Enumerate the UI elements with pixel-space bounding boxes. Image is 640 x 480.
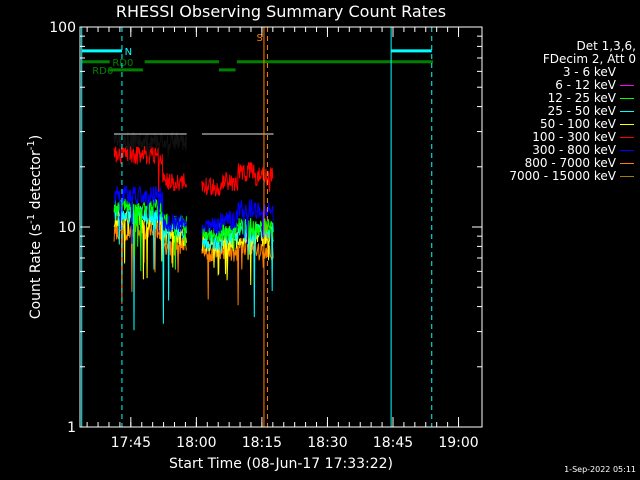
legend-label: 50 - 100 keV	[539, 117, 616, 131]
legend-header-1: Det 1,3,6,	[576, 39, 637, 53]
legend-label: 3 - 6 keV	[562, 65, 616, 79]
legend-swatch	[620, 176, 634, 177]
series-trace-12-25keV	[201, 217, 274, 251]
x-tick-label: 18:00	[176, 435, 216, 451]
y-tick-label: 10	[58, 220, 76, 236]
status-label-S: S	[257, 33, 263, 44]
legend-swatch	[620, 98, 634, 99]
legend-swatch	[620, 137, 634, 138]
legend-swatch	[620, 72, 634, 73]
vline-layer	[81, 27, 433, 427]
legend: Det 1,3,6, FDecim 2, Att 0 3 - 6 keV 6 -…	[488, 40, 636, 183]
y-axis-label: Count Rate (s-1 detector-1)	[26, 135, 44, 319]
legend-label: 100 - 300 keV	[532, 130, 616, 144]
chart-title: RHESSI Observing Summary Count Rates	[116, 2, 446, 21]
x-tick-label: 18:15	[242, 435, 282, 451]
status-label-RD6: RD6	[92, 66, 113, 77]
legend-label: 7000 - 15000 keV	[509, 169, 616, 183]
legend-item: 300 - 800 keV	[488, 144, 636, 157]
legend-item: 800 - 7000 keV	[488, 157, 636, 170]
legend-swatch	[620, 85, 634, 86]
y-tick-label: 1	[67, 420, 76, 436]
y-tick-label: 100	[49, 20, 76, 36]
status-label-N: N	[125, 47, 132, 58]
series-trace-3-6keV	[201, 132, 274, 167]
legend-swatch	[620, 124, 634, 125]
axis-layer: 17:45 18:00 18:15 18:30 18:45 19:00 1 10 100	[49, 20, 482, 451]
legend-item: 6 - 12 keV	[488, 79, 636, 92]
legend-label: 25 - 50 keV	[547, 104, 616, 118]
x-tick-label: 17:45	[111, 435, 151, 451]
data-layer	[113, 131, 274, 331]
series-trace-800-7000keV	[113, 221, 187, 304]
series-trace-300-800keV	[113, 185, 187, 244]
x-axis-label: Start Time (08-Jun-17 17:33:22)	[169, 456, 393, 472]
legend-swatch	[620, 111, 634, 112]
legend-item: 12 - 25 keV	[488, 92, 636, 105]
legend-swatch	[620, 163, 634, 164]
legend-label: 12 - 25 keV	[547, 91, 616, 105]
legend-swatch	[620, 150, 634, 151]
legend-label: 800 - 7000 keV	[524, 156, 616, 170]
series-trace-300-800keV	[201, 199, 274, 245]
legend-item: 100 - 300 keV	[488, 131, 636, 144]
x-tick-label: 18:30	[307, 435, 347, 451]
series-trace-3-6keV	[113, 131, 187, 165]
x-tick-label: 19:00	[438, 435, 478, 451]
generation-timestamp: 1-Sep-2022 05:11	[564, 465, 636, 474]
legend-header-2: FDecim 2, Att 0	[542, 52, 636, 66]
series-trace-25-50keV	[201, 222, 274, 318]
legend-item: 3 - 6 keV	[488, 66, 636, 79]
series-trace-100-300keV	[201, 162, 274, 197]
legend-item: 7000 - 15000 keV	[488, 170, 636, 183]
legend-item: 25 - 50 keV	[488, 105, 636, 118]
legend-item: 50 - 100 keV	[488, 118, 636, 131]
x-tick-label: 18:45	[373, 435, 413, 451]
status-label-RD0: RD0	[112, 58, 133, 69]
legend-label: 6 - 12 keV	[555, 78, 616, 92]
legend-label: 300 - 800 keV	[532, 143, 616, 157]
